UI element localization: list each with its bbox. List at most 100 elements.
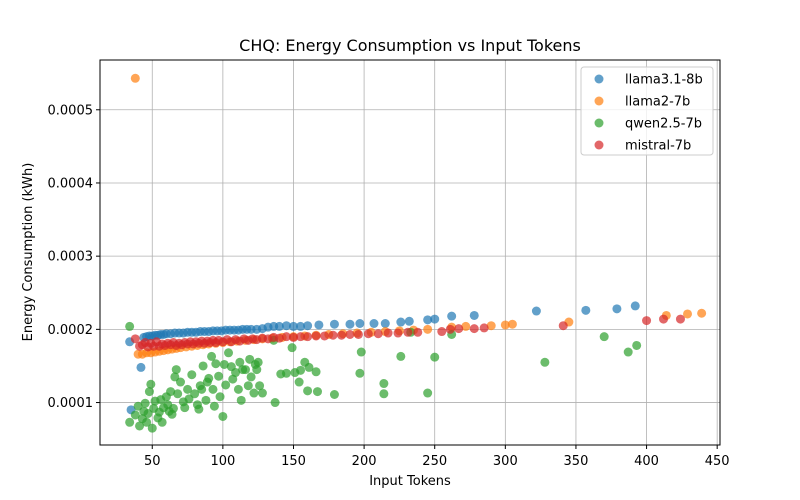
data-point xyxy=(659,314,669,324)
data-point xyxy=(393,328,403,338)
data-point xyxy=(531,306,541,316)
data-point xyxy=(146,379,156,389)
data-point xyxy=(430,314,440,324)
data-point xyxy=(380,318,390,328)
data-point xyxy=(612,304,622,314)
data-point xyxy=(507,319,517,329)
legend-label: llama2-7b xyxy=(625,95,690,110)
data-point xyxy=(288,321,298,331)
data-point xyxy=(215,392,225,402)
data-point xyxy=(479,323,489,333)
data-point xyxy=(430,352,440,362)
data-point xyxy=(320,331,330,341)
data-point xyxy=(130,334,140,344)
plot-area xyxy=(99,59,721,446)
data-point xyxy=(183,384,193,394)
y-axis-label: Energy Consumption (kWh) xyxy=(21,163,36,342)
data-point xyxy=(157,417,167,427)
data-point xyxy=(469,310,479,320)
data-point xyxy=(558,321,568,331)
legend-marker xyxy=(594,140,604,150)
y-tick-label: 0.0001 xyxy=(48,396,94,411)
series-mistral-7b xyxy=(130,314,685,352)
data-point xyxy=(142,417,152,427)
data-point xyxy=(599,332,609,342)
data-point xyxy=(355,368,365,378)
data-point xyxy=(304,362,314,372)
data-point xyxy=(356,347,366,357)
data-point xyxy=(379,379,389,389)
data-point xyxy=(166,387,176,397)
data-point xyxy=(130,73,140,83)
data-point xyxy=(540,357,550,367)
data-point xyxy=(287,343,297,353)
data-point xyxy=(252,365,262,375)
data-point xyxy=(168,403,178,413)
data-point xyxy=(207,351,217,361)
data-point xyxy=(697,308,707,318)
data-point xyxy=(147,423,157,433)
data-point xyxy=(224,348,234,358)
legend-box xyxy=(580,66,714,156)
data-point xyxy=(423,315,433,325)
data-point xyxy=(337,330,347,340)
data-point xyxy=(198,361,208,371)
data-point xyxy=(219,359,229,369)
data-point xyxy=(296,365,306,375)
x-tick-label: 100 xyxy=(210,454,235,469)
data-point xyxy=(136,362,146,372)
data-point xyxy=(270,398,280,408)
data-point xyxy=(274,321,284,331)
data-point xyxy=(328,330,338,340)
data-point xyxy=(135,421,145,431)
x-axis-ticks: 50 100 150 200 250 300 350 400 450 xyxy=(144,445,730,469)
data-point xyxy=(201,395,211,405)
data-point xyxy=(303,321,313,331)
x-tick-label: 450 xyxy=(705,454,730,469)
data-point xyxy=(303,332,313,342)
data-point xyxy=(363,329,373,339)
data-point xyxy=(180,403,190,413)
data-point xyxy=(208,384,218,394)
data-point xyxy=(311,331,321,341)
legend-label: llama3.1-8b xyxy=(625,73,703,88)
data-point xyxy=(235,357,245,367)
legend-marker xyxy=(594,118,604,128)
data-point xyxy=(675,314,685,324)
data-point xyxy=(294,377,304,387)
x-tick-label: 400 xyxy=(634,454,659,469)
data-point xyxy=(176,377,186,387)
data-point xyxy=(214,371,224,381)
data-point xyxy=(500,320,510,330)
chart-title: CHQ: Energy Consumption vs Input Tokens xyxy=(239,36,581,55)
legend: llama3.1-8b llama2-7b qwen2.5-7b mistral-7b xyxy=(580,66,714,156)
data-point xyxy=(445,324,455,334)
data-point xyxy=(204,373,214,383)
data-point xyxy=(683,309,693,319)
data-point xyxy=(461,321,471,331)
data-point xyxy=(281,321,291,331)
data-point xyxy=(253,357,263,367)
legend-marker xyxy=(594,96,604,106)
x-tick-label: 300 xyxy=(493,454,518,469)
data-point xyxy=(211,359,221,369)
data-point xyxy=(396,351,406,361)
x-axis-label: Input Tokens xyxy=(369,474,451,489)
y-tick-label: 0.0003 xyxy=(48,250,94,265)
data-point xyxy=(447,311,457,321)
data-point xyxy=(369,318,379,328)
data-point xyxy=(209,401,219,411)
data-point xyxy=(140,398,150,408)
x-tick-label: 50 xyxy=(144,454,161,469)
data-point xyxy=(236,395,246,405)
data-point xyxy=(353,329,363,339)
data-point xyxy=(355,318,365,328)
x-tick-label: 350 xyxy=(564,454,589,469)
data-point xyxy=(314,320,324,330)
data-point xyxy=(403,327,413,337)
data-point xyxy=(632,340,642,350)
data-point xyxy=(623,347,633,357)
data-point xyxy=(243,381,253,391)
data-point xyxy=(281,332,291,342)
data-point xyxy=(197,384,207,394)
